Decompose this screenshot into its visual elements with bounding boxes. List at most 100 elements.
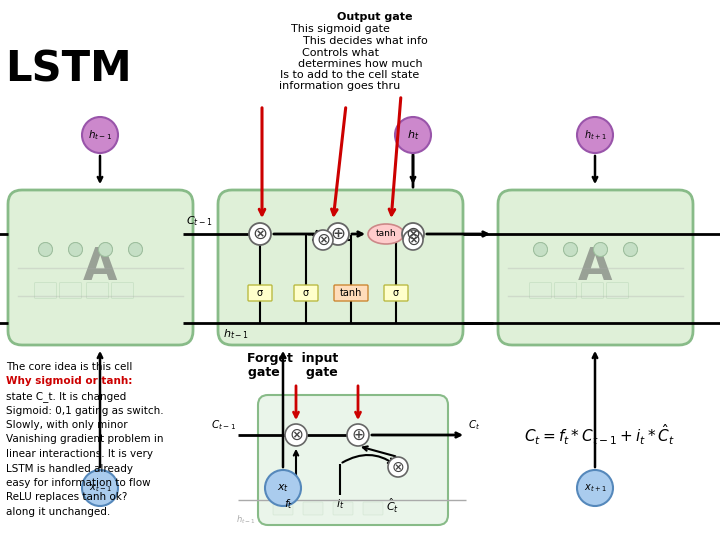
FancyBboxPatch shape — [112, 282, 133, 299]
Circle shape — [564, 242, 577, 256]
Text: determines how much: determines how much — [297, 59, 423, 69]
FancyBboxPatch shape — [218, 190, 463, 345]
Circle shape — [534, 242, 547, 256]
Circle shape — [128, 242, 143, 256]
FancyBboxPatch shape — [86, 282, 109, 299]
Text: $h_{t-1}$: $h_{t-1}$ — [236, 514, 256, 526]
Text: LSTM: LSTM — [5, 49, 131, 91]
Text: Is to add to the cell state: Is to add to the cell state — [280, 70, 420, 80]
Text: ⊕: ⊕ — [330, 225, 346, 243]
Circle shape — [285, 424, 307, 446]
Text: Forget  input: Forget input — [248, 352, 338, 365]
FancyBboxPatch shape — [606, 282, 629, 299]
Text: tanh: tanh — [340, 288, 362, 298]
Text: easy for information to flow: easy for information to flow — [6, 478, 150, 488]
Text: $x_{t+1}$: $x_{t+1}$ — [584, 482, 606, 494]
Circle shape — [38, 242, 53, 256]
Circle shape — [38, 242, 53, 256]
Text: ⊗: ⊗ — [405, 225, 420, 243]
Text: state C_t. It is changed: state C_t. It is changed — [6, 391, 126, 402]
Text: σ: σ — [393, 288, 399, 298]
Circle shape — [402, 223, 424, 245]
Text: $h_t$: $h_t$ — [407, 128, 419, 142]
Circle shape — [593, 242, 608, 256]
Circle shape — [593, 242, 608, 256]
Circle shape — [624, 242, 637, 256]
Circle shape — [82, 117, 118, 153]
Text: This sigmoid gate: This sigmoid gate — [291, 24, 390, 34]
Circle shape — [82, 470, 118, 506]
Circle shape — [403, 230, 423, 250]
Text: A: A — [578, 246, 613, 289]
Text: information goes thru: information goes thru — [279, 81, 400, 91]
Text: $C_t = f_t * C_{t-1} + i_t * \hat{C}_t$: $C_t = f_t * C_{t-1} + i_t * \hat{C}_t$ — [524, 423, 675, 447]
Circle shape — [577, 470, 613, 506]
Circle shape — [347, 424, 369, 446]
Text: ⊗: ⊗ — [289, 426, 303, 444]
FancyBboxPatch shape — [384, 285, 408, 301]
FancyBboxPatch shape — [582, 282, 603, 299]
Text: σ: σ — [257, 288, 263, 298]
Text: ReLU replaces tanh ok?: ReLU replaces tanh ok? — [6, 492, 127, 503]
Circle shape — [624, 242, 637, 256]
Text: $x_t$: $x_t$ — [277, 482, 289, 494]
Text: This decides what info: This decides what info — [302, 36, 428, 46]
FancyBboxPatch shape — [334, 285, 368, 301]
FancyBboxPatch shape — [303, 502, 323, 515]
Text: gate      gate: gate gate — [248, 366, 338, 379]
Text: Controls what: Controls what — [302, 48, 379, 58]
Text: A: A — [84, 246, 118, 289]
Text: $i_t$: $i_t$ — [336, 497, 344, 511]
Text: $\hat{C}_t$: $\hat{C}_t$ — [387, 497, 400, 515]
FancyBboxPatch shape — [273, 502, 293, 515]
FancyBboxPatch shape — [35, 282, 56, 299]
Text: $x_{t-1}$: $x_{t-1}$ — [89, 482, 112, 494]
Circle shape — [99, 242, 112, 256]
Text: ⊕: ⊕ — [351, 426, 365, 444]
Circle shape — [68, 242, 83, 256]
FancyBboxPatch shape — [498, 190, 693, 345]
FancyBboxPatch shape — [60, 282, 81, 299]
Text: $h_{t-1}$: $h_{t-1}$ — [223, 327, 249, 341]
Circle shape — [395, 117, 431, 153]
FancyBboxPatch shape — [363, 502, 383, 515]
FancyBboxPatch shape — [8, 190, 193, 345]
Text: Output gate: Output gate — [337, 12, 413, 22]
FancyBboxPatch shape — [529, 282, 552, 299]
FancyBboxPatch shape — [554, 282, 577, 299]
Text: $C_{t-1}$: $C_{t-1}$ — [186, 214, 213, 228]
Circle shape — [68, 242, 83, 256]
Text: $C_{t-1}$: $C_{t-1}$ — [211, 418, 236, 432]
Text: $f_t$: $f_t$ — [284, 497, 293, 511]
Circle shape — [577, 117, 613, 153]
Text: $h_{t+1}$: $h_{t+1}$ — [584, 128, 606, 142]
Circle shape — [99, 242, 112, 256]
Text: ⊗: ⊗ — [253, 225, 268, 243]
Ellipse shape — [368, 224, 404, 244]
Text: ⊗: ⊗ — [406, 231, 420, 249]
Text: σ: σ — [303, 288, 309, 298]
FancyBboxPatch shape — [248, 285, 272, 301]
Text: tanh: tanh — [376, 230, 396, 239]
Circle shape — [313, 230, 333, 250]
Circle shape — [388, 457, 408, 477]
Text: along it unchanged.: along it unchanged. — [6, 507, 110, 517]
Circle shape — [327, 223, 349, 245]
Text: Sigmoid: 0,1 gating as switch.: Sigmoid: 0,1 gating as switch. — [6, 406, 163, 415]
Text: linear interactions. It is very: linear interactions. It is very — [6, 449, 153, 459]
Text: $h_{t-1}$: $h_{t-1}$ — [88, 128, 112, 142]
Circle shape — [265, 470, 301, 506]
Text: ⊗: ⊗ — [392, 460, 405, 475]
Text: Vanishing gradient problem in: Vanishing gradient problem in — [6, 435, 163, 444]
Text: Why sigmoid or tanh:: Why sigmoid or tanh: — [6, 376, 132, 387]
Circle shape — [564, 242, 577, 256]
Circle shape — [128, 242, 143, 256]
Text: ⊗: ⊗ — [316, 231, 330, 249]
FancyBboxPatch shape — [294, 285, 318, 301]
Circle shape — [534, 242, 547, 256]
Text: Slowly, with only minor: Slowly, with only minor — [6, 420, 127, 430]
Text: LSTM is handled already: LSTM is handled already — [6, 463, 133, 474]
FancyBboxPatch shape — [258, 395, 448, 525]
Text: $C_t$: $C_t$ — [468, 418, 480, 432]
FancyBboxPatch shape — [333, 502, 353, 515]
